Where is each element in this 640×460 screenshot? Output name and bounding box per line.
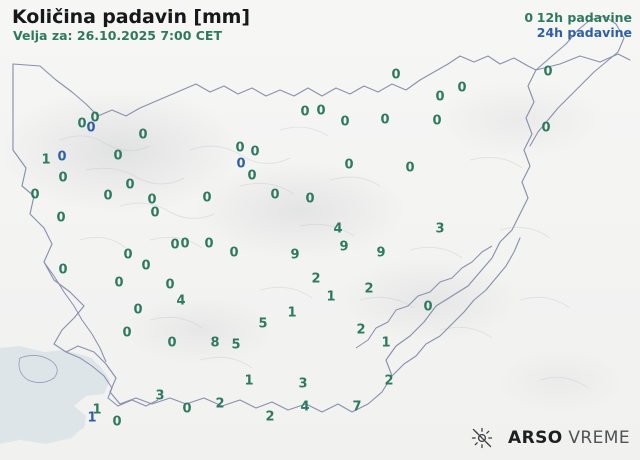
logo-text: ARSO VREME	[508, 428, 630, 448]
station-value-12h: 0	[247, 168, 257, 184]
station-value-12h: 1	[41, 152, 51, 168]
station-value-12h: 7	[352, 399, 362, 415]
legend-sample-12h: 0	[524, 10, 534, 25]
station-value-12h: 0	[432, 113, 442, 129]
page-title: Količina padavin [mm]	[12, 6, 250, 28]
terrain-shading	[59, 126, 589, 389]
station-value-12h: 0	[165, 277, 175, 293]
station-value-12h: 0	[457, 80, 467, 96]
station-value-12h: 2	[215, 396, 225, 412]
station-value-12h: 0	[405, 160, 415, 176]
station-value-12h: 1	[287, 305, 297, 321]
station-value-12h: 0	[122, 325, 132, 341]
station-value-12h: 0	[229, 245, 239, 261]
legend-row-12h: 0 12h padavine	[523, 10, 632, 25]
station-value-12h: 0	[114, 275, 124, 291]
logo-brand-vreme: VREME	[562, 428, 630, 448]
station-value-12h: 0	[150, 205, 160, 221]
station-value-12h: 0	[391, 67, 401, 83]
station-value-12h: 0	[112, 414, 122, 430]
kolpa-river-border	[355, 245, 493, 349]
station-value-12h: 0	[77, 116, 87, 132]
station-value-12h: 0	[344, 157, 354, 173]
station-value-12h: 4	[333, 221, 343, 237]
station-value-12h: 1	[92, 402, 102, 418]
station-value-12h: 0	[316, 103, 326, 119]
station-value-12h: 0	[170, 237, 180, 253]
station-value-12h: 0	[423, 299, 433, 315]
station-value-12h: 1	[326, 289, 336, 305]
station-value-12h: 0	[103, 188, 113, 204]
station-value-12h: 0	[543, 64, 553, 80]
station-value-12h: 2	[311, 271, 321, 287]
northern-border-detail	[12, 55, 537, 117]
station-value-12h: 4	[300, 399, 310, 415]
station-value-12h: 0	[541, 120, 551, 136]
station-value-12h: 0	[133, 302, 143, 318]
station-value-12h: 5	[258, 316, 268, 332]
station-value-12h: 0	[30, 187, 40, 203]
station-value-12h: 0	[340, 114, 350, 130]
station-value-12h: 0	[90, 110, 100, 126]
station-value-12h: 0	[380, 112, 390, 128]
station-value-24h: 0	[236, 156, 246, 172]
legend-label-12h: 12h padavine	[536, 10, 632, 25]
station-value-12h: 0	[113, 148, 123, 164]
slovenia-border	[12, 53, 631, 413]
station-value-12h: 3	[298, 376, 308, 392]
station-value-12h: 0	[435, 89, 445, 105]
station-value-12h: 9	[339, 239, 349, 255]
station-value-12h: 0	[58, 262, 68, 278]
station-value-12h: 9	[376, 245, 386, 261]
arso-vreme-logo: ARSO VREME	[470, 426, 630, 450]
legend: 0 12h padavine 24h padavine	[523, 10, 632, 40]
station-value-12h: 2	[356, 322, 366, 338]
station-value-12h: 0	[204, 236, 214, 252]
southeastern-border	[391, 237, 521, 377]
station-value-12h: 4	[176, 293, 186, 309]
station-value-12h: 2	[364, 281, 374, 297]
station-value-12h: 0	[141, 258, 151, 274]
station-value-12h: 2	[265, 409, 275, 425]
station-value-12h: 3	[155, 388, 165, 404]
station-value-24h: 0	[57, 149, 67, 165]
station-value-12h: 0	[56, 210, 66, 226]
station-value-12h: 3	[435, 221, 445, 237]
station-value-12h: 2	[384, 373, 394, 389]
southwestern-border	[43, 261, 107, 363]
station-value-12h: 0	[180, 236, 190, 252]
sun-rays-icon	[471, 427, 493, 449]
station-value-12h: 0	[250, 144, 260, 160]
station-value-12h: 0	[300, 104, 310, 120]
eastern-border-spur	[529, 15, 625, 147]
inland-water-shape	[18, 355, 58, 383]
station-value-12h: 1	[244, 373, 254, 389]
station-value-24h: 1	[87, 410, 97, 426]
station-value-12h: 0	[182, 401, 192, 417]
station-value-12h: 0	[235, 140, 245, 156]
station-value-12h: 9	[290, 247, 300, 263]
station-value-24h: 0	[86, 120, 96, 136]
station-value-12h: 5	[231, 337, 241, 353]
station-value-12h: 0	[147, 192, 157, 208]
station-value-12h: 0	[305, 191, 315, 207]
station-value-12h: 0	[202, 190, 212, 206]
logo-brand-arso: ARSO	[508, 428, 563, 448]
station-value-12h: 0	[123, 247, 133, 263]
station-value-12h: 0	[125, 177, 135, 193]
istria-coastline	[65, 351, 159, 407]
valid-time-label: Velja za: 26.10.2025 7:00 CET	[13, 28, 222, 43]
legend-label-24h: 24h padavine	[536, 25, 632, 40]
station-value-12h: 0	[270, 187, 280, 203]
station-value-12h: 0	[58, 170, 68, 186]
station-value-12h: 0	[138, 127, 148, 143]
legend-row-24h: 24h padavine	[523, 25, 632, 40]
station-value-12h: 8	[210, 335, 220, 351]
station-value-12h: 1	[381, 335, 391, 351]
station-value-12h: 0	[167, 335, 177, 351]
